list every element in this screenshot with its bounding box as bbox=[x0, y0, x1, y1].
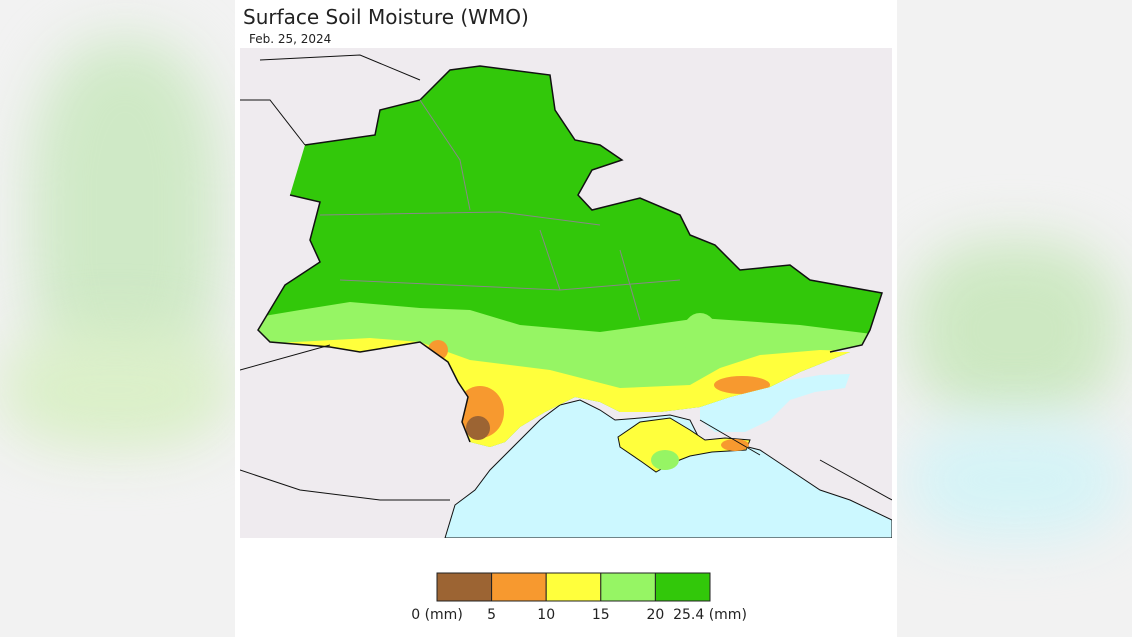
border bbox=[257, 194, 471, 443]
legend-swatch bbox=[600, 572, 656, 602]
legend-swatch bbox=[545, 572, 602, 602]
map-title: Surface Soil Moisture (WMO) bbox=[243, 5, 529, 29]
legend-label: 25.4 (mm) bbox=[673, 607, 747, 623]
legend-label: 20 bbox=[646, 607, 664, 623]
legend-label: 0 (mm) bbox=[411, 607, 463, 623]
panel: Surface Soil Moisture (WMO) Feb. 25, 202… bbox=[235, 0, 897, 637]
legend-label: 15 bbox=[592, 607, 610, 623]
region-borders bbox=[319, 99, 681, 321]
legend-swatch bbox=[436, 572, 493, 602]
crimea bbox=[617, 417, 751, 473]
legend-swatch bbox=[491, 572, 547, 602]
border bbox=[304, 65, 883, 353]
legend-label: 5 bbox=[487, 607, 496, 623]
legend: 0 (mm) 5 10 15 20 25.4 (mm) bbox=[411, 572, 747, 623]
country-borders bbox=[240, 54, 892, 501]
sea-of-azov bbox=[700, 374, 850, 432]
map bbox=[240, 48, 892, 538]
legend-label: 10 bbox=[537, 607, 555, 623]
map-date: Feb. 25, 2024 bbox=[249, 32, 332, 46]
kerch-orange bbox=[721, 439, 749, 451]
legend-swatch bbox=[654, 572, 711, 602]
crimea-green bbox=[651, 450, 679, 470]
